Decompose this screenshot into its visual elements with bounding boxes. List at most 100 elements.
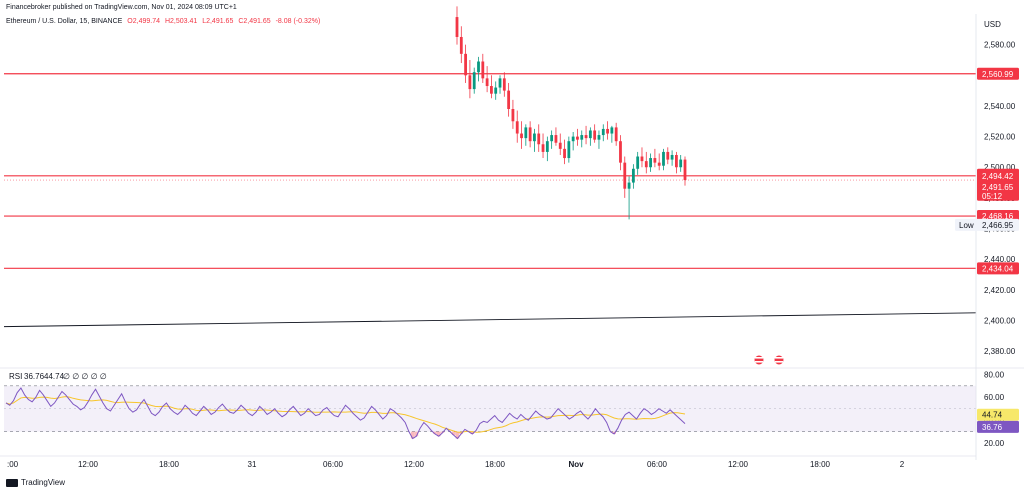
price-tick-label: 2,420.00 [984,286,1016,295]
low-value: 2,466.95 [982,221,1014,230]
candle-body [507,90,511,110]
candle-body [485,78,489,87]
rsi-value-tag-bg [977,420,1019,433]
candle-body [653,158,657,163]
price-tick-label: 2,500.00 [984,163,1016,172]
support-resistance-levels[interactable] [4,73,976,269]
rsi-ma-tag: 44.74 [982,411,1003,420]
candle-body [627,182,631,189]
footer-brand: TradingView [6,478,65,487]
candle-body [636,156,640,169]
candle-body [619,141,622,163]
candle-body [670,154,674,160]
low-tag-bg [955,218,1019,231]
candle-body [644,161,648,168]
change-value: -8.08 (-0.32%) [275,18,321,25]
candle-body [640,156,644,162]
candle-body [558,142,562,149]
rsi-band [4,385,976,432]
time-tick-label: 18:00 [810,460,831,469]
tradingview-logo-icon [6,478,18,487]
low-value: L2,491.65 [202,18,234,25]
candle-body [502,78,506,91]
level-tag: 2,434.04 [982,264,1014,273]
time-tick-label: 12:00 [404,460,425,469]
us-flag-icon[interactable] [773,354,785,366]
candle-body [614,127,618,142]
candle-body [468,75,472,90]
candle-body [666,151,670,160]
last-price-tag-bg [977,168,1019,201]
price-tick-label: 2,540.00 [984,102,1016,111]
trendline[interactable] [3,312,977,328]
rsi-ma-tag-bg [977,408,1019,421]
ohlc-legend: Ethereum / U.S. Dollar, 15, BINANCE O2,4… [6,18,320,25]
brand-label: TradingView [21,478,66,487]
price-tick-label: 2,380.00 [984,347,1016,356]
close-value: C2,491.65 [238,18,271,25]
candle-body [533,133,536,142]
time-tick-label: 31 [248,460,257,469]
time-axis[interactable]: :00 12:00 18:00 31 06:00 12:00 18:00 Nov 06:00 12… [0,455,976,469]
event-flags[interactable] [753,354,785,366]
time-tick-label: 18:00 [485,460,506,469]
candle-body [657,162,661,166]
price-tick-label: 2,400.00 [984,316,1016,325]
candle-body [597,135,601,140]
candle-body [477,61,480,73]
time-tick-label: 06:00 [647,460,668,469]
price-tick-label: 2,520.00 [984,133,1016,142]
candle-body [606,128,609,134]
candle-body [459,36,463,54]
candlestick-series [455,6,687,220]
last-price-tag: 2,491.65 [982,183,1014,192]
time-tick-label: :00 [7,460,19,469]
candle-body [623,162,627,189]
candle-body [571,136,575,142]
candle-body [498,78,502,88]
time-tick-label: 06:00 [323,460,344,469]
candle-body [490,86,493,94]
low-label: Low [959,221,974,230]
rsi-ma-line [5,396,686,433]
candle-body [545,141,549,152]
candle-body [601,128,605,136]
candle-body [649,158,652,168]
candle-body [537,133,541,145]
candle-body [567,141,571,159]
high-value: H2,503.41 [164,18,198,25]
candle-body [674,154,678,168]
rsi-tick-label: 80.00 [984,370,1005,379]
time-tick-label: 12:00 [728,460,749,469]
rsi-ma-value-label: 44.74 [44,372,65,381]
candle-body [528,127,532,142]
candle-body [494,87,498,94]
level-tag-bg [977,67,1019,80]
time-tick-label: 18:00 [159,460,180,469]
level-tag: 2,494.42 [982,172,1014,181]
candle-body [683,159,687,181]
time-tick-label: 12:00 [78,460,99,469]
candle-body [550,135,554,142]
price-tags: 2,560.99 2,468.16 2,434.04 2,494.42 2,491.65… [955,67,1019,433]
open-value: O2,499.74 [127,18,160,25]
currency-label: USD [984,20,1001,29]
candle-body [580,135,584,140]
rsi-label: RSI [9,372,22,381]
candle-body [662,151,665,166]
countdown-tag: 05:12 [982,192,1003,201]
rsi-tick-label: 60.00 [984,393,1005,402]
us-flag-icon[interactable] [753,354,765,366]
candle-body [679,159,683,168]
candle-body [464,53,468,76]
rsi-line [5,387,686,440]
candle-body [588,130,592,139]
candle-body [511,109,515,122]
candle-body [455,17,459,37]
candle-body [563,148,566,159]
candle-body [520,133,523,139]
candle-body [554,135,558,143]
candle-body [631,168,635,183]
candle-body [610,127,614,134]
